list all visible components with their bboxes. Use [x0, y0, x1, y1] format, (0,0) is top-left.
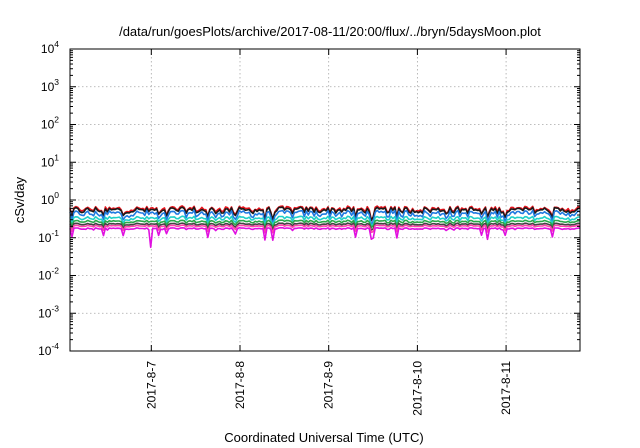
x-tick-label: 2017-8-10 [410, 361, 424, 416]
series-line [69, 206, 581, 222]
y-tick-label: 10-3 [38, 303, 59, 320]
y-tick-label: 103 [41, 77, 59, 94]
y-tick-label: 104 [41, 39, 59, 56]
x-tick-label: 2017-8-7 [144, 361, 158, 409]
series-line [69, 209, 581, 226]
series-group [69, 205, 581, 249]
y-axis-label: cSv/day [12, 176, 27, 223]
x-tick-label: 2017-8-9 [322, 361, 336, 409]
series-line [69, 219, 581, 229]
x-tick-label: 2017-8-8 [233, 361, 247, 409]
y-tick-label: 101 [41, 152, 59, 169]
grid [70, 49, 580, 351]
series-line [69, 222, 581, 231]
series-line [69, 215, 581, 227]
chart-title: /data/run/goesPlots/archive/2017-08-11/2… [119, 24, 541, 39]
series-line [69, 224, 580, 234]
y-tick-label: 100 [41, 190, 59, 207]
series-line [69, 226, 581, 249]
y-tick-label: 10-4 [38, 341, 59, 358]
y-tick-label: 10-2 [38, 266, 59, 283]
x-tick-label: 2017-8-11 [499, 361, 513, 415]
y-tick-label: 102 [41, 115, 59, 132]
x-axis-label: Coordinated Universal Time (UTC) [224, 430, 423, 445]
y-tick-label: 10-1 [38, 228, 59, 245]
x-axis: 2017-8-7 2017-8-8 2017-8-9 2017-8-10 2017-8-… [144, 49, 513, 416]
